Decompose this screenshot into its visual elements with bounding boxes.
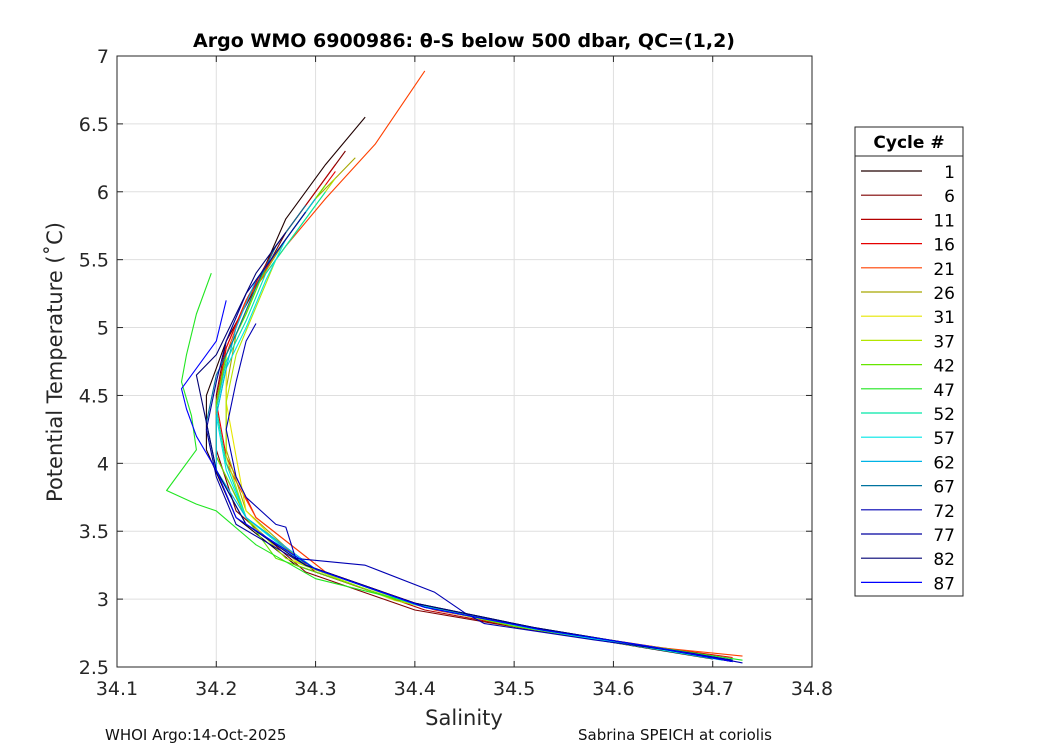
x-tick-label: 34.1: [96, 678, 138, 700]
legend-item-6: 6: [861, 187, 955, 207]
x-tick-label: 34.7: [692, 678, 734, 700]
legend-label: 87: [933, 574, 955, 594]
legend-label: 1: [944, 163, 955, 183]
y-tick-label: 4.5: [79, 385, 109, 407]
legend-label: 26: [933, 284, 955, 304]
y-tick-label: 4: [97, 453, 109, 475]
legend-item-47: 47: [861, 381, 955, 401]
legend-label: 31: [933, 308, 955, 328]
y-tick-label: 7: [97, 46, 109, 68]
x-axis-ticks: 34.1 34.2 34.3 34.4 34.5 34.6 34.7 34.8: [96, 56, 833, 700]
footer-right-text: Sabrina SPEICH at coriolis: [578, 726, 772, 744]
footer-left-text: WHOI Argo:14-Oct-2025: [105, 726, 287, 744]
x-tick-label: 34.8: [791, 678, 833, 700]
legend-item-37: 37: [861, 332, 955, 352]
legend-title: Cycle #: [873, 133, 944, 153]
y-tick-label: 2.5: [79, 657, 109, 679]
legend-item-87: 87: [861, 574, 955, 594]
chart-title: Argo WMO 6900986: θ-S below 500 dbar, QC…: [193, 30, 735, 52]
legend-label: 77: [933, 526, 955, 546]
legend-label: 16: [933, 236, 955, 256]
x-axis-label: Salinity: [425, 706, 503, 730]
legend-label: 37: [933, 332, 955, 352]
y-tick-label: 6: [97, 182, 109, 204]
x-tick-label: 34.4: [394, 678, 436, 700]
x-tick-label: 34.2: [195, 678, 237, 700]
y-tick-label: 3: [97, 589, 109, 611]
legend-item-1: 1: [861, 163, 955, 183]
y-axis-ticks: 2.5 3 3.5 4 4.5 5 5.5 6 6.5 7: [79, 46, 812, 679]
legend-item-62: 62: [861, 453, 955, 473]
legend-label: 82: [933, 550, 955, 570]
legend-label: 72: [933, 502, 955, 522]
legend-item-72: 72: [861, 502, 955, 522]
legend-label: 6: [944, 187, 955, 207]
series-line-87: [180, 300, 733, 663]
series-line-72: [225, 323, 743, 664]
legend-item-52: 52: [861, 405, 955, 425]
legend-label: 47: [933, 381, 955, 401]
legend: Cycle # 16111621263137424752576267727782…: [854, 126, 964, 597]
legend-label: 52: [933, 405, 955, 425]
legend-box: [854, 126, 964, 597]
legend-item-16: 16: [861, 236, 955, 256]
legend-item-42: 42: [861, 357, 955, 377]
legend-label: 21: [933, 260, 955, 280]
x-tick-label: 34.3: [294, 678, 336, 700]
legend-label: 62: [933, 453, 955, 473]
series-lines: [166, 70, 743, 664]
y-axis-label: Potential Temperature (˚C): [43, 222, 67, 502]
legend-item-26: 26: [861, 284, 955, 304]
series-line-57: [215, 198, 723, 661]
legend-label: 57: [933, 429, 955, 449]
legend-label: 11: [933, 211, 955, 231]
legend-item-82: 82: [861, 550, 955, 570]
legend-item-67: 67: [861, 478, 955, 498]
y-tick-label: 5.5: [79, 250, 109, 272]
legend-item-21: 21: [861, 260, 955, 280]
y-tick-label: 3.5: [79, 521, 109, 543]
legend-label: 42: [933, 357, 955, 377]
legend-item-77: 77: [861, 526, 955, 546]
x-tick-label: 34.6: [592, 678, 634, 700]
legend-item-11: 11: [861, 211, 955, 231]
y-tick-label: 6.5: [79, 114, 109, 136]
legend-label: 67: [933, 478, 955, 498]
legend-item-31: 31: [861, 308, 955, 328]
legend-item-57: 57: [861, 429, 955, 449]
y-tick-label: 5: [97, 318, 109, 340]
plot-frame: [116, 55, 813, 668]
x-tick-label: 34.5: [493, 678, 535, 700]
